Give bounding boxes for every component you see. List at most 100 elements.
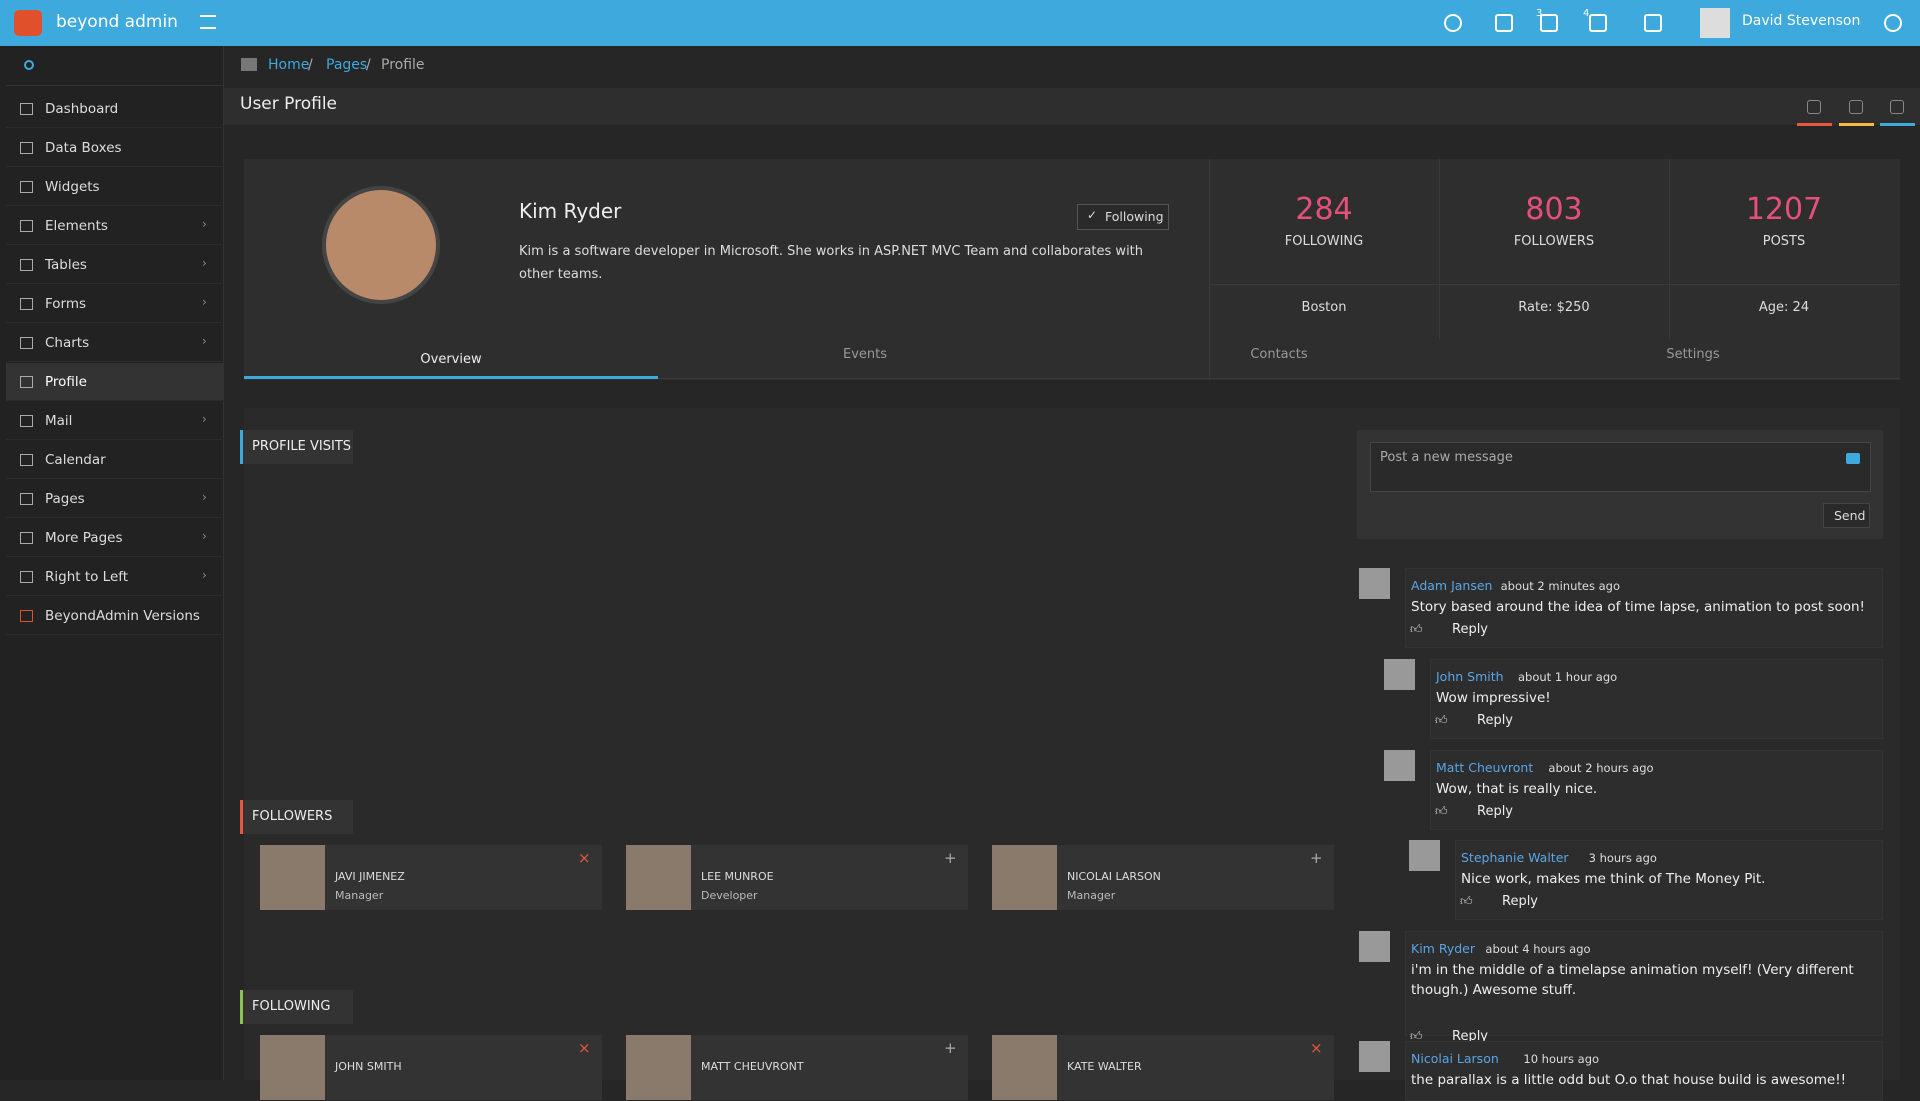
message-input[interactable]: Post a new message [1370,442,1871,492]
top-icon[interactable] [1884,14,1902,32]
sidebar-item[interactable]: Dashboard [6,90,224,128]
card-action[interactable]: + [944,849,957,867]
reply[interactable]: Reply [1452,622,1489,637]
section-title: FOLLOWERS [252,809,333,824]
person-photo [626,1035,691,1100]
top-icon[interactable] [1495,14,1513,32]
person-photo [992,1035,1057,1100]
person-card: JAVI JIMENEZ Manager × [260,845,602,910]
sidebar-item[interactable]: Widgets [6,168,224,206]
sidebar-item[interactable]: Charts › [6,324,224,362]
menu-toggle[interactable] [200,15,216,29]
sidebar-item[interactable]: Data Boxes [6,129,224,167]
sidebar-item[interactable]: Mail › [6,402,224,440]
comment-author[interactable]: Nicolai Larson [1411,1051,1499,1066]
sidebar-item[interactable]: Profile [6,363,224,401]
sidebar-item[interactable]: Tables › [6,246,224,284]
send-button[interactable]: Send [1823,503,1870,528]
card-action[interactable]: × [578,849,591,867]
stat-value: 284 [1295,192,1353,227]
reply[interactable]: Reply [1452,1029,1489,1044]
message-placeholder: Post a new message [1380,450,1513,465]
top-icon[interactable] [1644,14,1662,32]
sidebar-item[interactable]: BeyondAdmin Versions [6,597,224,635]
sidebar-item[interactable]: Forms › [6,285,224,323]
card-action[interactable]: + [1310,849,1323,867]
tool-icon[interactable] [1807,100,1821,114]
search-icon [24,60,34,70]
tabs-line [244,378,1900,379]
user-name[interactable]: David Stevenson [1742,13,1861,29]
person-name: NICOLAI LARSON [1067,870,1161,883]
sidebar-label: More Pages [45,530,123,546]
top-icon[interactable] [1589,14,1607,32]
like-icon[interactable]: 👍︎ [1435,713,1448,727]
breadcrumb[interactable]: Pages [326,57,368,73]
top-icon[interactable] [1444,14,1462,32]
sidebar-label: Tables [45,257,87,273]
stat-value: 1207 [1745,192,1823,227]
top-icon[interactable] [1540,14,1558,32]
tool-icon[interactable] [1890,100,1904,114]
detail: Age: 24 [1758,300,1810,315]
card-action[interactable]: + [944,1039,957,1057]
sidebar-item[interactable]: Pages › [6,480,224,518]
sidebar-item[interactable]: Calendar [6,441,224,479]
submenu-arrow: › [202,334,207,348]
comment-time: about 4 hours ago [1485,942,1591,956]
comment-author[interactable]: John Smith [1436,669,1504,684]
comment-box [1405,568,1883,648]
sidebar-icon [20,298,33,310]
sidebar-label: Profile [45,374,87,390]
reply[interactable]: Reply [1477,804,1514,819]
tab[interactable]: Settings [1666,347,1720,362]
page-title: User Profile [240,94,338,114]
comment-text: Nice work, makes me think of The Money P… [1461,871,1766,887]
comment-author[interactable]: Matt Cheuvront [1436,760,1534,775]
sidebar-item[interactable]: Elements › [6,207,224,245]
person-photo [626,845,691,910]
detail: Boston [1301,300,1347,315]
reply[interactable]: Reply [1477,713,1514,728]
reply[interactable]: Reply [1502,894,1539,909]
stat-value: 803 [1525,192,1583,227]
person-card: LEE MUNROE Developer + [626,845,968,910]
person-name: JOHN SMITH [335,1060,402,1073]
like-icon[interactable]: 👍︎ [1410,1029,1423,1043]
comment-author[interactable]: Stephanie Walter [1461,850,1569,865]
person-name: KATE WALTER [1067,1060,1142,1073]
sidebar-label: Widgets [45,179,100,195]
comment-box [1405,931,1883,1036]
comment-avatar [1359,931,1390,962]
check: ✓ [1087,208,1098,222]
comment-text: Wow impressive! [1436,690,1551,706]
like-icon[interactable]: 👍︎ [1460,894,1473,908]
tab[interactable]: Events [842,347,887,362]
section-header [240,430,353,464]
sidebar-item[interactable]: Right to Left › [6,558,224,596]
like-icon[interactable]: 👍︎ [1410,622,1423,636]
sidebar-icon [20,532,33,544]
bio: Kim is a software developer in Microsoft… [519,244,1144,282]
comment-time: 3 hours ago [1588,851,1657,865]
person-role: Manager [335,889,384,902]
like-icon[interactable]: 👍︎ [1435,804,1448,818]
tab[interactable]: Overview [420,352,482,367]
sidebar-label: Forms [45,296,87,312]
card-action[interactable]: × [578,1039,591,1057]
sidebar-icon [20,571,33,583]
comment-author[interactable]: Adam Jansen [1411,578,1493,593]
tab[interactable]: Contacts [1250,347,1308,362]
person-name: MATT CHEUVRONT [701,1060,804,1073]
person-photo [260,1035,325,1100]
tool-icon[interactable] [1849,100,1863,114]
comment-time: 10 hours ago [1523,1052,1600,1066]
following-button[interactable]: Following ✓ [1077,204,1169,230]
comment-box [1455,840,1883,920]
sidebar-item[interactable]: More Pages › [6,519,224,557]
tab-underline [244,376,658,379]
comment-author[interactable]: Kim Ryder [1411,941,1475,956]
breadcrumb[interactable]: Home [268,57,310,73]
card-action[interactable]: × [1310,1039,1323,1057]
